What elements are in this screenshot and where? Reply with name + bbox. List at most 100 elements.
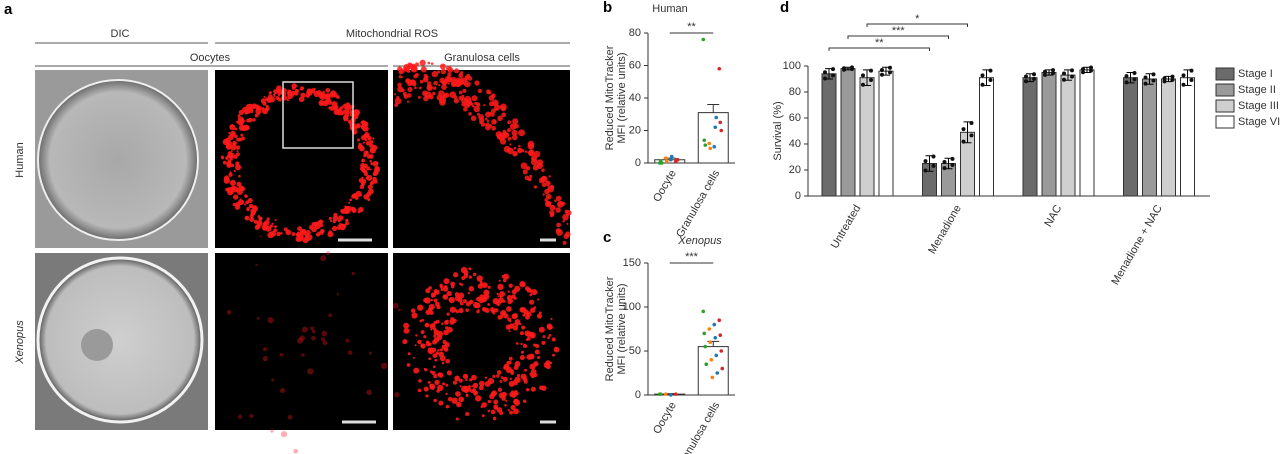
speck [220, 155, 224, 159]
speck [497, 315, 503, 320]
speck [502, 376, 508, 382]
speck [267, 317, 274, 324]
speck [464, 81, 471, 88]
speck [440, 288, 444, 291]
speck [239, 198, 242, 201]
speck [463, 273, 469, 278]
speck [247, 197, 253, 204]
speck [301, 228, 307, 234]
bar [821, 73, 837, 197]
speck [556, 228, 561, 233]
speck [436, 304, 441, 310]
data-point [823, 70, 827, 75]
speck [496, 374, 500, 378]
speck [291, 86, 296, 90]
speck [526, 287, 532, 293]
data-point [720, 366, 725, 371]
speck [319, 223, 324, 228]
speck [493, 310, 496, 313]
speck [346, 209, 351, 214]
speck [505, 366, 513, 374]
error-bar [707, 104, 720, 113]
speck [520, 307, 527, 313]
data-point [701, 309, 706, 314]
significance-bracket [847, 35, 949, 39]
data-point [931, 163, 936, 168]
significance-label: * [915, 13, 920, 25]
speck [524, 175, 530, 181]
bar [1142, 78, 1157, 197]
data-point [719, 349, 724, 353]
speck [541, 385, 547, 391]
speck [232, 140, 237, 146]
speck [328, 216, 332, 221]
speck [489, 393, 495, 400]
speck [226, 144, 232, 150]
speck [522, 343, 528, 349]
speck [512, 325, 519, 331]
column-subheader: Oocytes [190, 52, 231, 64]
y-tick-label: 50 [629, 345, 641, 357]
speck [398, 70, 403, 75]
speck [565, 209, 572, 216]
speck [226, 309, 232, 315]
data-point [1070, 74, 1074, 79]
speck [438, 84, 441, 87]
speck [236, 138, 240, 142]
speck [424, 297, 431, 304]
significance-label: ** [687, 21, 696, 33]
data-point [708, 146, 713, 151]
speck [446, 370, 452, 376]
speck [249, 217, 255, 222]
speck [465, 378, 468, 382]
speck [514, 285, 521, 292]
data-point [668, 157, 673, 162]
data-point [969, 120, 974, 125]
data-point [880, 72, 884, 77]
speck [244, 215, 250, 221]
speck [549, 204, 556, 211]
speck [369, 159, 372, 163]
speck [484, 376, 488, 379]
speck [428, 286, 432, 290]
speck [544, 188, 550, 195]
bar [859, 77, 875, 197]
speck [507, 128, 512, 133]
speck [421, 318, 425, 322]
speck [486, 122, 490, 126]
speck [550, 317, 553, 321]
speck [327, 231, 334, 238]
data-point [675, 157, 680, 162]
speck [256, 316, 260, 320]
data-point [1143, 81, 1148, 86]
data-point [714, 353, 719, 358]
x-tick-label: Menadione + NAC [1109, 203, 1165, 287]
speck [249, 213, 255, 218]
speck [520, 350, 524, 354]
speck [265, 225, 272, 232]
significance-label: ** [875, 37, 884, 49]
speck [457, 78, 464, 86]
speck [332, 215, 339, 222]
speck [562, 220, 565, 223]
speck [476, 275, 483, 282]
speck [495, 108, 499, 111]
speck [537, 298, 540, 301]
speck [260, 216, 263, 219]
speck [499, 379, 503, 383]
speck [500, 316, 504, 319]
speck [473, 105, 481, 113]
speck [238, 414, 243, 419]
speck [562, 240, 567, 245]
speck [361, 168, 366, 173]
speck [519, 355, 525, 361]
speck [491, 309, 495, 313]
data-point [888, 70, 892, 75]
speck [461, 94, 465, 98]
speck [411, 312, 418, 319]
speck [235, 161, 240, 166]
speck [476, 112, 480, 116]
speck [531, 155, 537, 162]
speck [242, 106, 249, 113]
speck [518, 144, 521, 148]
